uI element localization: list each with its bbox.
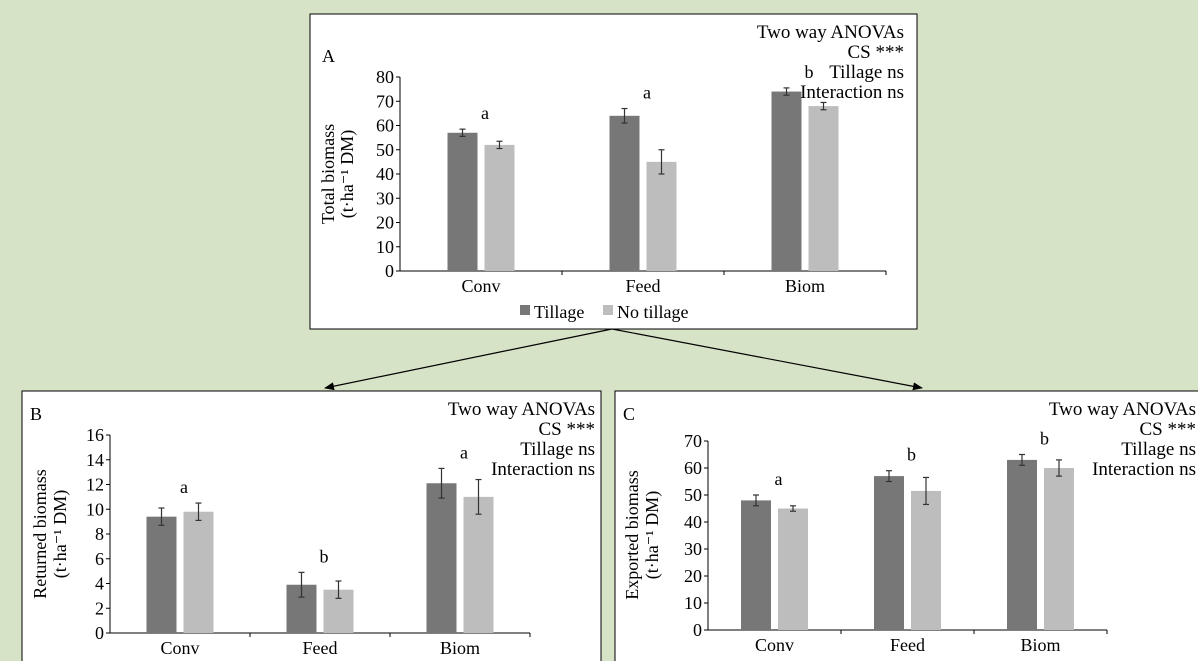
panel-a-significance-letter: a (643, 83, 651, 103)
panel-a-plot: 0 10 20 30 40 50 60 70 80 Total biomass (t·ha⁻¹ DM… (318, 22, 904, 296)
legend-tillage-swatch (520, 305, 530, 315)
panel-a-y-label-unit: (t·ha⁻¹ DM) (337, 130, 358, 218)
arrow-to-panel-c (611, 328, 923, 391)
panel-a: A 0 10 20 30 40 50 60 70 80 Total biomass (t·ha⁻¹ … (309, 13, 918, 330)
panel-a-y-tick-label: 70 (376, 91, 394, 111)
panel-c-frame (614, 390, 1198, 661)
panel-a-anova-line: CS *** (848, 42, 905, 63)
panel-b-y-tick-label: 0 (95, 623, 104, 643)
panel-a-category-label: Feed (626, 276, 661, 296)
panel-c-y-tick-label: 60 (684, 458, 702, 478)
panel-a-bar-no-tillage (646, 161, 677, 271)
panel-a-significance-letter: b (805, 62, 814, 82)
panel-b-y-tick-label: 12 (86, 475, 104, 495)
panel-a-bar-tillage (609, 115, 640, 271)
panel-c-y-label-unit: (t·ha⁻¹ DM) (642, 491, 663, 579)
panel-b-significance-letter: b (320, 546, 329, 566)
panel-a-anova-line: Interaction ns (800, 82, 904, 103)
panel-a-anova-line: Tillage ns (829, 62, 904, 83)
panel-a-category-label: Biom (785, 276, 825, 296)
legend-tillage-label: Tillage (534, 302, 584, 322)
panel-a-anova-line: Two way ANOVAs (757, 22, 904, 43)
panel-b-category-label: Feed (303, 638, 338, 658)
panel-b-significance-letter: a (460, 442, 468, 462)
panel-a-y-tick-label: 80 (376, 67, 394, 87)
panel-b-anova-line: CS *** (539, 419, 596, 440)
panel-b-label: B (30, 404, 42, 424)
panel-c-significance-letter: b (907, 445, 916, 465)
panel-b-y-tick-label: 16 (86, 425, 104, 445)
panel-b-y-label-unit: (t·ha⁻¹ DM) (50, 490, 71, 578)
legend-no-tillage-swatch (603, 305, 613, 315)
panel-b-significance-letter: a (180, 477, 188, 497)
panel-c-y-tick-label: 30 (684, 539, 702, 559)
panel-b-y-tick-label: 2 (95, 598, 104, 618)
panel-b-plot: 0 2 4 6 8 10 12 14 16 Returned biomass (t·ha⁻¹ DM)… (30, 399, 595, 658)
panel-c-anova-line: Interaction ns (1092, 459, 1196, 480)
panel-c-bar-tillage (874, 476, 904, 630)
panel-c-category-label: Feed (890, 635, 925, 655)
panel-b-y-tick-label: 10 (86, 499, 104, 519)
panel-c-anova-line: Tillage ns (1121, 439, 1196, 460)
panel-a-y-tick-label: 30 (376, 188, 394, 208)
panel-c-plot: 0 10 20 30 40 50 60 70 Exported biomass (t·ha⁻¹ D… (622, 399, 1196, 655)
panel-b-anova-line: Tillage ns (520, 439, 595, 460)
panel-a-bar-no-tillage (484, 144, 515, 271)
panel-c-bar-tillage (1007, 459, 1037, 630)
panel-c-y-tick-label: 0 (693, 620, 702, 640)
arrow-to-panel-b (324, 328, 613, 391)
panel-b-y-tick-label: 4 (95, 574, 104, 594)
panel-a-y-tick-label: 40 (376, 164, 394, 184)
panel-c-significance-letter: b (1040, 429, 1049, 449)
panel-a-y-tick-label: 0 (385, 261, 394, 281)
panel-c-y-tick-label: 20 (684, 566, 702, 586)
panel-a-label: A (322, 46, 335, 66)
panel-c-anova-line: Two way ANOVAs (1049, 399, 1196, 420)
panel-b-bar-tillage (426, 483, 457, 633)
panel-c-y-tick-label: 50 (684, 485, 702, 505)
panel-c-y-tick-label: 40 (684, 512, 702, 532)
panel-a-y-tick-label: 20 (376, 213, 394, 233)
panel-b-y-tick-label: 14 (86, 450, 104, 470)
panel-c-bar-no-tillage (1044, 468, 1074, 630)
panel-b-category-label: Biom (440, 638, 480, 658)
panel-c-y-tick-label: 10 (684, 593, 702, 613)
legend: Tillage No tillage (520, 302, 688, 322)
panel-b-category-label: Conv (160, 638, 199, 658)
panel-b-y-label: Returned biomass (30, 469, 50, 598)
panel-a-y-tick-label: 60 (376, 116, 394, 136)
panel-a-y-tick-label: 10 (376, 237, 394, 257)
panel-c-bar-no-tillage (911, 490, 941, 630)
panel-b-y-tick-label: 8 (95, 524, 104, 544)
panel-a-bar-tillage (771, 91, 802, 271)
panel-c-significance-letter: a (775, 469, 783, 489)
panel-b-y-tick-label: 6 (95, 549, 104, 569)
panel-b-anova-line: Interaction ns (491, 459, 595, 480)
panel-c-anova-line: CS *** (1140, 419, 1197, 440)
panel-a-bar-no-tillage (808, 106, 839, 271)
panel-c-bar-no-tillage (778, 508, 808, 630)
panel-c: C 0 10 20 30 40 50 60 70 Exported biomass (t·ha⁻¹… (614, 390, 1198, 661)
panel-a-significance-letter: a (481, 103, 489, 123)
panel-c-label: C (623, 404, 635, 424)
panel-a-bar-tillage (447, 132, 478, 271)
legend-no-tillage-label: No tillage (617, 302, 688, 322)
panel-c-y-tick-label: 70 (684, 431, 702, 451)
panel-c-category-label: Conv (755, 635, 794, 655)
panel-b-bar-no-tillage (463, 496, 494, 633)
panel-b-bar-tillage (146, 516, 177, 633)
panel-a-y-tick-label: 50 (376, 140, 394, 160)
panel-a-category-label: Conv (461, 276, 500, 296)
panel-c-y-label: Exported biomass (622, 470, 642, 599)
panel-b-bar-no-tillage (183, 511, 214, 633)
panel-c-bar-tillage (741, 500, 771, 630)
panel-c-category-label: Biom (1020, 635, 1060, 655)
panel-b-anova-line: Two way ANOVAs (448, 399, 595, 420)
panel-b: B 0 2 4 6 8 10 12 14 16 Returned biomass (t·ha⁻¹ D… (21, 390, 602, 661)
panel-a-y-label: Total biomass (318, 124, 338, 224)
